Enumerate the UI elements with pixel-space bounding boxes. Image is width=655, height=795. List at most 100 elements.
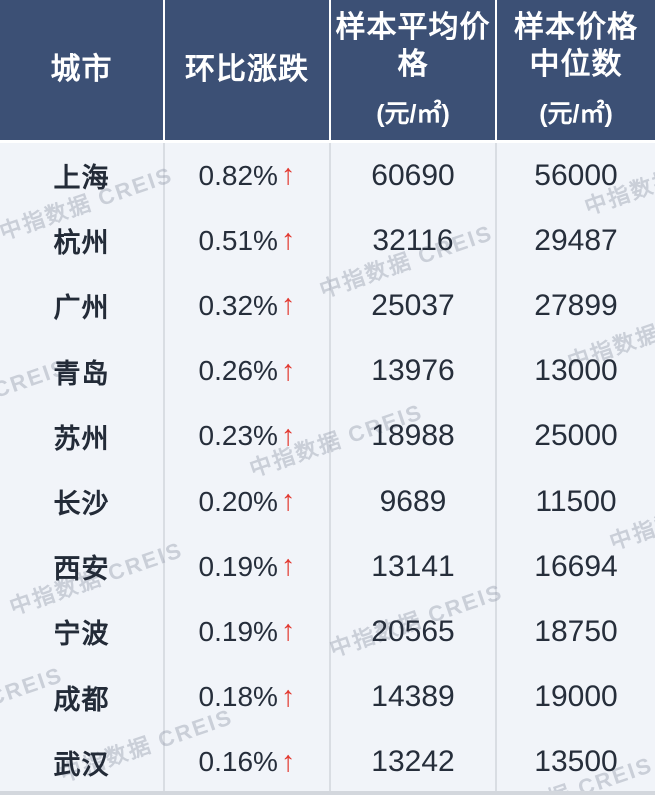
city-name: 武汉 bbox=[53, 749, 110, 780]
median-price-value: 11500 bbox=[535, 484, 617, 518]
avg-price-cell: 13242 bbox=[331, 729, 495, 795]
change-cell: 0.82% ↑ bbox=[165, 143, 329, 209]
avg-price-cell: 32116 bbox=[331, 208, 495, 274]
up-arrow-icon: ↑ bbox=[280, 419, 296, 452]
median-price-cell: 16694 bbox=[497, 534, 655, 600]
city-cell: 广州 bbox=[0, 273, 163, 339]
column-unit: (元/㎡) bbox=[376, 100, 450, 129]
median-price-cell: 56000 bbox=[497, 143, 655, 209]
up-arrow-icon: ↑ bbox=[280, 224, 296, 257]
city-name: 上海 bbox=[53, 163, 110, 194]
change-value: 0.16% bbox=[198, 746, 278, 778]
avg-price-value: 20565 bbox=[371, 614, 455, 648]
change-value: 0.23% bbox=[198, 420, 278, 452]
up-arrow-icon: ↑ bbox=[280, 159, 296, 192]
change-cell: 0.20% ↑ bbox=[165, 468, 329, 535]
city-cell: 西安 bbox=[0, 534, 163, 600]
up-arrow-icon: ↑ bbox=[280, 615, 296, 648]
avg-price-value: 14389 bbox=[371, 680, 455, 714]
change-value: 0.19% bbox=[198, 615, 278, 647]
median-price-cell: 13000 bbox=[497, 338, 655, 404]
city-cell: 成都 bbox=[0, 664, 163, 730]
avg-price-cell: 9689 bbox=[331, 468, 495, 535]
avg-price-cell: 25037 bbox=[331, 273, 495, 339]
avg-price-value: 32116 bbox=[372, 223, 454, 257]
change-cell: 0.18% ↑ bbox=[165, 664, 329, 730]
median-price-value: 13500 bbox=[534, 745, 618, 779]
table-header: 城市 环比涨跌 样本平均价格 (元/㎡) 样本价格中位数 (元/㎡) bbox=[0, 0, 655, 143]
avg-price-value: 9689 bbox=[379, 484, 447, 518]
change-value: 0.18% bbox=[198, 681, 278, 713]
column-label: 环比涨跌 bbox=[185, 52, 309, 86]
up-arrow-icon: ↑ bbox=[280, 354, 296, 387]
column-header-city: 城市 bbox=[0, 0, 163, 140]
median-price-value: 25000 bbox=[534, 419, 618, 453]
table-body: 上海 0.82% ↑ 60690 56000 杭州 0.51% ↑ 32116 29487 广州 0.… bbox=[0, 143, 655, 795]
up-arrow-icon: ↑ bbox=[280, 289, 296, 322]
change-value: 0.51% bbox=[198, 224, 278, 256]
column-label: 城市 bbox=[50, 52, 113, 86]
avg-price-cell: 13141 bbox=[331, 534, 495, 600]
column-label: 样本价格中位数 bbox=[514, 11, 638, 81]
median-price-value: 27899 bbox=[534, 288, 618, 322]
change-value: 0.19% bbox=[198, 550, 278, 582]
median-price-cell: 29487 bbox=[497, 208, 655, 274]
city-cell: 青岛 bbox=[0, 338, 163, 404]
median-price-cell: 11500 bbox=[497, 468, 655, 535]
change-cell: 0.19% ↑ bbox=[165, 534, 329, 600]
avg-price-cell: 14389 bbox=[331, 664, 495, 730]
column-header-median-price: 样本价格中位数 (元/㎡) bbox=[497, 0, 655, 140]
city-name: 成都 bbox=[53, 684, 110, 715]
change-cell: 0.16% ↑ bbox=[165, 729, 329, 795]
avg-price-cell: 13976 bbox=[331, 338, 495, 404]
city-name: 宁波 bbox=[53, 619, 110, 650]
avg-price-cell: 20565 bbox=[331, 599, 495, 665]
column-header-mom-change: 环比涨跌 bbox=[165, 0, 329, 140]
up-arrow-icon: ↑ bbox=[280, 745, 296, 778]
city-cell: 苏州 bbox=[0, 403, 163, 469]
median-price-cell: 19000 bbox=[497, 664, 655, 730]
median-price-value: 16694 bbox=[534, 549, 618, 583]
up-arrow-icon: ↑ bbox=[280, 485, 296, 518]
change-value: 0.20% bbox=[198, 485, 278, 517]
median-price-value: 29487 bbox=[534, 223, 618, 257]
up-arrow-icon: ↑ bbox=[280, 680, 296, 713]
median-price-value: 18750 bbox=[534, 614, 618, 648]
change-cell: 0.32% ↑ bbox=[165, 273, 329, 339]
city-cell: 上海 bbox=[0, 143, 163, 209]
change-cell: 0.51% ↑ bbox=[165, 208, 329, 274]
city-cell: 武汉 bbox=[0, 729, 163, 795]
change-value: 0.32% bbox=[198, 289, 278, 321]
median-price-value: 13000 bbox=[534, 354, 618, 388]
city-name: 西安 bbox=[53, 554, 110, 585]
city-name: 杭州 bbox=[53, 228, 110, 259]
city-name: 苏州 bbox=[53, 423, 110, 454]
median-price-value: 19000 bbox=[534, 680, 618, 714]
avg-price-value: 60690 bbox=[371, 158, 455, 192]
avg-price-value: 13242 bbox=[371, 745, 455, 779]
change-value: 0.82% bbox=[198, 159, 278, 191]
avg-price-value: 13141 bbox=[371, 549, 455, 583]
avg-price-cell: 18988 bbox=[331, 403, 495, 469]
city-cell: 宁波 bbox=[0, 599, 163, 665]
avg-price-value: 18988 bbox=[371, 419, 455, 453]
city-name: 广州 bbox=[53, 293, 110, 324]
median-price-cell: 25000 bbox=[497, 403, 655, 469]
avg-price-value: 25037 bbox=[371, 288, 455, 322]
median-price-cell: 13500 bbox=[497, 729, 655, 795]
column-unit: (元/㎡) bbox=[539, 100, 613, 129]
change-cell: 0.23% ↑ bbox=[165, 403, 329, 469]
change-cell: 0.26% ↑ bbox=[165, 338, 329, 404]
column-label: 样本平均价格 bbox=[335, 11, 491, 81]
median-price-cell: 27899 bbox=[497, 273, 655, 339]
change-cell: 0.19% ↑ bbox=[165, 599, 329, 665]
median-price-cell: 18750 bbox=[497, 599, 655, 665]
avg-price-cell: 60690 bbox=[331, 143, 495, 209]
city-cell: 杭州 bbox=[0, 208, 163, 274]
column-header-avg-price: 样本平均价格 (元/㎡) bbox=[331, 0, 495, 140]
median-price-value: 56000 bbox=[534, 158, 618, 192]
avg-price-value: 13976 bbox=[371, 354, 455, 388]
city-name: 长沙 bbox=[53, 489, 110, 520]
change-value: 0.26% bbox=[198, 355, 278, 387]
